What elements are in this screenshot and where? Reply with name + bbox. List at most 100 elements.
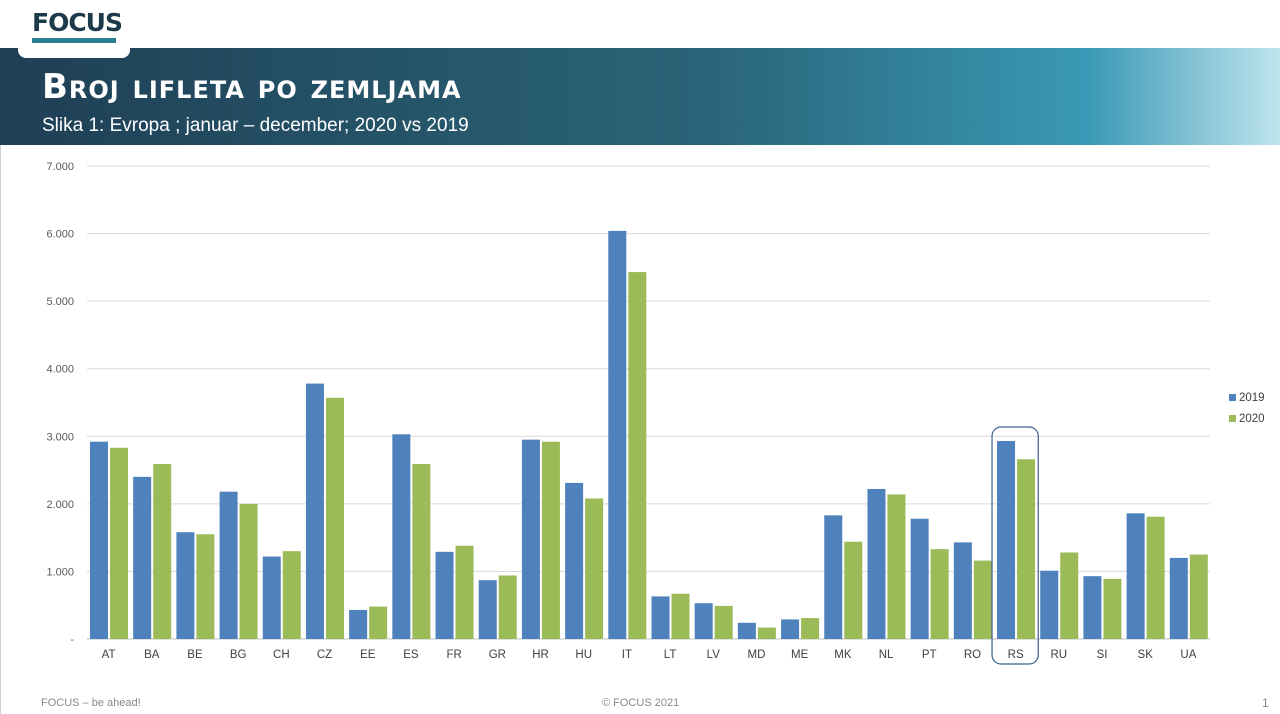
x-tick-label: PT — [922, 649, 937, 661]
x-tick-label: SK — [1138, 649, 1154, 661]
x-tick-label: BG — [230, 649, 247, 661]
logo-underline — [32, 38, 116, 43]
bar-2019-ME — [781, 619, 800, 639]
bar-2020-LV — [714, 605, 733, 639]
y-tick-label: 3.000 — [46, 431, 74, 443]
bar-2019-BG — [219, 491, 238, 639]
bar-2020-RU — [1060, 552, 1079, 639]
bar-2019-UA — [1169, 557, 1188, 639]
x-tick-label: RU — [1051, 649, 1068, 661]
bar-2020-IT — [628, 272, 647, 639]
bar-2020-ME — [801, 618, 820, 639]
bar-2019-SI — [1083, 576, 1102, 639]
x-tick-label: RS — [1008, 649, 1024, 661]
x-tick-label: BA — [144, 649, 160, 661]
y-tick-label: 2.000 — [46, 499, 74, 511]
x-tick-label: UA — [1180, 649, 1196, 661]
bar-2019-BE — [176, 532, 195, 639]
bar-2020-CZ — [325, 397, 344, 639]
bar-2019-RO — [953, 542, 972, 639]
bar-2020-SI — [1103, 578, 1122, 639]
x-tick-label: IT — [622, 649, 632, 661]
bar-2020-NL — [887, 494, 906, 639]
page-subtitle: Slika 1: Evropa ; januar – december; 202… — [42, 115, 469, 136]
legend-label-2019: 2019 — [1239, 392, 1265, 404]
bar-2020-BE — [196, 534, 215, 639]
x-tick-label: EE — [360, 649, 376, 661]
bar-2020-AT — [110, 447, 128, 639]
bar-2020-HR — [541, 441, 560, 639]
logo-text: FOCUS — [32, 8, 123, 37]
x-tick-label: LT — [664, 649, 677, 661]
page-number: 1 — [1262, 696, 1269, 710]
bar-2019-HU — [565, 482, 584, 639]
bar-2019-LV — [694, 603, 713, 639]
x-tick-label: AT — [102, 649, 116, 661]
bar-2019-HR — [521, 439, 540, 639]
x-tick-label: MD — [748, 649, 766, 661]
bar-2019-RU — [1040, 570, 1059, 639]
page-title: Broj lifleta po zemljama — [42, 67, 462, 107]
focus-logo: FOCUS — [18, 0, 130, 58]
x-tick-label: ES — [403, 649, 419, 661]
bar-2020-GR — [498, 575, 517, 639]
bar-2020-UA — [1189, 554, 1208, 639]
footer-tagline: FOCUS – be ahead! — [41, 697, 141, 709]
bar-2020-MD — [757, 627, 776, 639]
footer-copyright: © FOCUS 2021 — [602, 697, 680, 709]
bar-2020-BG — [239, 503, 258, 639]
bar-2019-IT — [608, 230, 627, 639]
bar-2019-BA — [133, 476, 152, 639]
x-tick-label: CH — [273, 649, 290, 661]
x-tick-label: CZ — [317, 649, 332, 661]
bar-2019-CZ — [305, 383, 324, 639]
x-tick-label: FR — [446, 649, 461, 661]
legend-swatch-2020 — [1229, 415, 1236, 422]
y-tick-label: 4.000 — [46, 364, 74, 376]
bar-2019-GR — [478, 580, 497, 639]
bar-2020-BA — [153, 463, 172, 639]
bar-2020-SK — [1146, 516, 1165, 639]
y-tick-label: - — [70, 634, 74, 646]
x-tick-label: HR — [532, 649, 549, 661]
x-tick-label: HU — [575, 649, 592, 661]
bar-2020-EE — [369, 606, 388, 639]
x-tick-label: SI — [1097, 649, 1108, 661]
bar-2019-LT — [651, 596, 670, 639]
y-tick-label: 1.000 — [46, 566, 74, 578]
bar-2020-PT — [930, 549, 949, 639]
bar-2020-RS — [1017, 459, 1036, 639]
x-tick-label: LV — [707, 649, 721, 661]
bar-2019-PT — [910, 518, 929, 639]
bar-2020-LT — [671, 593, 690, 639]
bar-2020-CH — [282, 551, 301, 639]
x-tick-label: MK — [834, 649, 852, 661]
bar-2019-EE — [349, 609, 368, 639]
bar-2019-MD — [737, 622, 756, 639]
y-tick-label: 6.000 — [46, 229, 74, 241]
legend-swatch-2019 — [1229, 394, 1236, 401]
x-tick-label: BE — [187, 649, 203, 661]
bar-2019-RS — [997, 441, 1016, 639]
x-tick-label: NL — [879, 649, 894, 661]
bar-2020-HU — [585, 498, 604, 639]
bar-2019-ES — [392, 434, 411, 639]
y-tick-label: 7.000 — [46, 161, 74, 173]
bar-2019-AT — [90, 441, 108, 639]
x-tick-label: GR — [489, 649, 506, 661]
slide-left-border — [0, 145, 1, 714]
bar-2019-CH — [262, 556, 281, 639]
bar-2020-FR — [455, 545, 474, 639]
bar-2020-ES — [412, 463, 431, 639]
bar-chart: - 1.000 2.000 3.000 4.000 5.000 6.000 7.000 AT BA… — [46, 161, 1265, 665]
x-tick-label: ME — [791, 649, 809, 661]
bar-2019-NL — [867, 488, 886, 639]
bar-2019-SK — [1126, 513, 1145, 639]
x-tick-label: RO — [964, 649, 981, 661]
legend-label-2020: 2020 — [1239, 413, 1265, 425]
bar-2020-MK — [844, 541, 863, 639]
bar-2019-FR — [435, 551, 454, 639]
highlight-box-rs — [991, 426, 1039, 665]
y-tick-label: 5.000 — [46, 296, 74, 308]
bar-2020-RO — [973, 560, 992, 639]
